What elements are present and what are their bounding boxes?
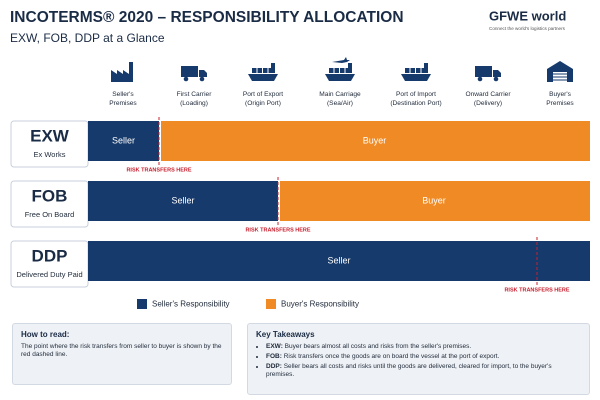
stage-icon bbox=[111, 62, 133, 82]
takeaway-text: Buyer bears almost all costs and risks f… bbox=[284, 343, 472, 350]
buyer-bar bbox=[161, 121, 590, 161]
truck-box bbox=[475, 66, 492, 77]
takeaway: FOB: Risk transfers once the goods are o… bbox=[266, 353, 581, 361]
ship-hull bbox=[325, 74, 355, 81]
stage-icon bbox=[475, 66, 501, 82]
stage-label: Premises bbox=[109, 100, 137, 107]
container bbox=[416, 68, 421, 73]
container bbox=[345, 68, 350, 73]
stage-label: (Delivery) bbox=[474, 100, 502, 107]
legend-swatch-buyer bbox=[266, 299, 276, 309]
legend-swatch-seller bbox=[137, 299, 147, 309]
seller-bar bbox=[88, 181, 278, 221]
truck-cab bbox=[199, 70, 207, 77]
stage-label: Port of Import bbox=[396, 91, 436, 98]
container bbox=[340, 68, 345, 73]
row-name: Free On Board bbox=[25, 210, 75, 219]
bridge bbox=[348, 63, 352, 73]
seller-label: Seller bbox=[171, 195, 194, 205]
stage-icon bbox=[547, 61, 573, 82]
wheel bbox=[199, 76, 205, 82]
risk-label: RISK TRANSFERS HERE bbox=[126, 167, 191, 173]
container bbox=[329, 68, 334, 73]
seller-bar bbox=[88, 241, 590, 281]
stage-icon bbox=[181, 66, 207, 82]
stage-label: First Carrier bbox=[177, 91, 213, 98]
container bbox=[252, 68, 257, 73]
takeaways-title: Key Takeaways bbox=[256, 330, 315, 339]
legend-buyer: Buyer's Responsibility bbox=[281, 300, 359, 309]
stage-icon bbox=[401, 63, 431, 81]
stage-label: Port of Export bbox=[243, 91, 283, 98]
logo-tagline: Connect the world's logistics partners bbox=[489, 26, 566, 31]
stage-label: (Destination Port) bbox=[390, 100, 441, 107]
how-to-read-text: The point where the risk transfers from … bbox=[21, 343, 222, 358]
seller-bar bbox=[88, 121, 159, 161]
wheel bbox=[183, 76, 189, 82]
row-code: FOB bbox=[32, 186, 68, 205]
ship-hull bbox=[248, 74, 278, 81]
container bbox=[421, 68, 426, 73]
wheel bbox=[493, 76, 499, 82]
takeaway: EXW: Buyer bears almost all costs and ri… bbox=[266, 343, 581, 351]
bridge bbox=[271, 63, 275, 73]
subtitle: EXW, FOB, DDP at a Glance bbox=[10, 31, 165, 45]
takeaways-box: Key Takeaways EXW: Buyer bears almost al… bbox=[247, 323, 590, 395]
stage-label: (Origin Port) bbox=[245, 100, 281, 107]
buyer-label: Buyer bbox=[363, 135, 387, 145]
takeaways-list: EXW: Buyer bears almost all costs and ri… bbox=[256, 343, 581, 379]
container bbox=[257, 68, 262, 73]
takeaway-term: FOB: bbox=[266, 353, 282, 360]
takeaway-term: EXW: bbox=[266, 343, 283, 350]
takeaway-text: Seller bears all costs and risks until t… bbox=[266, 363, 552, 378]
truck-cab bbox=[493, 70, 501, 77]
plane bbox=[332, 57, 350, 63]
how-to-read-box: How to read: The point where the risk tr… bbox=[12, 323, 232, 385]
how-to-read-title: How to read: bbox=[21, 330, 70, 339]
stage-label: Main Carriage bbox=[319, 91, 361, 98]
seller-label: Seller bbox=[112, 135, 135, 145]
row-name: Delivered Duty Paid bbox=[16, 270, 82, 279]
container bbox=[410, 68, 415, 73]
stage-label: Onward Carrier bbox=[465, 91, 511, 98]
logo-name: GFWE world bbox=[489, 8, 566, 23]
stage-label: (Loading) bbox=[180, 100, 208, 107]
stage-icon bbox=[325, 57, 355, 81]
takeaway: DDP: Seller bears all costs and risks un… bbox=[266, 363, 581, 379]
buyer-bar bbox=[280, 181, 590, 221]
container bbox=[405, 68, 410, 73]
row-code: EXW bbox=[30, 126, 70, 145]
risk-label: RISK TRANSFERS HERE bbox=[245, 227, 310, 233]
row-code: DDP bbox=[32, 246, 68, 265]
truck-box bbox=[181, 66, 198, 77]
wheel bbox=[477, 76, 483, 82]
stage-icon bbox=[248, 63, 278, 81]
factory-shape bbox=[111, 62, 133, 82]
row-name: Ex Works bbox=[34, 150, 66, 159]
stage-label: Buyer's bbox=[549, 91, 571, 98]
seller-label: Seller bbox=[327, 255, 350, 265]
stage-label: Seller's bbox=[112, 91, 134, 98]
container bbox=[334, 68, 339, 73]
stage-label: Premises bbox=[546, 100, 574, 107]
takeaway-term: DDP: bbox=[266, 363, 282, 370]
stage-label: (Sea/Air) bbox=[327, 100, 353, 107]
container bbox=[263, 68, 268, 73]
risk-label: RISK TRANSFERS HERE bbox=[504, 287, 569, 293]
legend-seller: Seller's Responsibility bbox=[152, 300, 230, 309]
title: INCOTERMS® 2020 – RESPONSIBILITY ALLOCAT… bbox=[10, 9, 404, 26]
bridge bbox=[424, 63, 428, 73]
takeaway-text: Risk transfers once the goods are on boa… bbox=[283, 353, 500, 360]
container bbox=[268, 68, 273, 73]
buyer-label: Buyer bbox=[422, 195, 446, 205]
ship-hull bbox=[401, 74, 431, 81]
